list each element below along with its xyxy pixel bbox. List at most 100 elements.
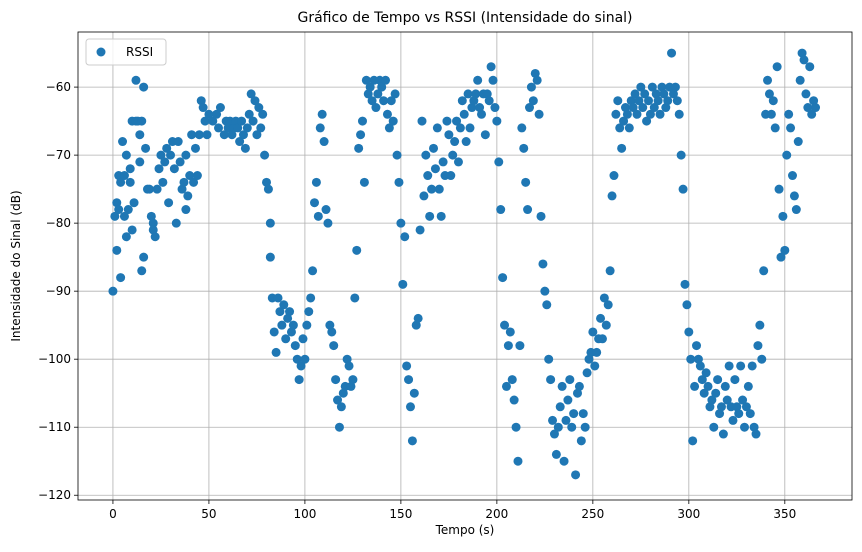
scatter-point: [632, 109, 642, 119]
scatter-point: [599, 293, 609, 303]
y-tick-label: −80: [46, 216, 71, 230]
scatter-point: [492, 116, 502, 126]
scatter-point: [722, 395, 732, 405]
scatter-point: [402, 361, 412, 371]
y-axis-label: Intensidade do Sinal (dB): [9, 190, 23, 341]
scatter-point: [546, 375, 556, 385]
scatter-point: [544, 354, 554, 364]
scatter-point: [260, 150, 270, 160]
scatter-point: [651, 89, 661, 99]
scatter-point: [555, 402, 565, 412]
scatter-point: [475, 103, 485, 113]
scatter-point: [348, 375, 358, 385]
scatter-point: [152, 184, 162, 194]
scatter-point: [509, 395, 519, 405]
scatter-point: [148, 225, 158, 235]
scatter-point: [672, 96, 682, 106]
scatter-point: [605, 266, 615, 276]
scatter-point: [135, 130, 145, 140]
scatter-point: [753, 341, 763, 351]
scatter-point: [553, 422, 563, 432]
scatter-point: [530, 68, 540, 78]
scatter-point: [776, 252, 786, 262]
scatter-point: [690, 381, 700, 391]
scatter-point: [244, 109, 254, 119]
scatter-point: [569, 409, 579, 419]
scatter-point: [112, 198, 122, 208]
scatter-point: [212, 109, 222, 119]
scatter-point: [306, 293, 316, 303]
scatter-point: [803, 103, 813, 113]
scatter-point: [146, 211, 156, 221]
scatter-point: [116, 177, 126, 187]
scatter-point: [156, 150, 166, 160]
scatter-point: [373, 89, 383, 99]
scatter-point: [315, 123, 325, 133]
scatter-point: [417, 116, 427, 126]
scatter-point: [801, 89, 811, 99]
scatter-point: [292, 354, 302, 364]
scatter-point: [283, 313, 293, 323]
scatter-point: [112, 245, 122, 255]
scatter-point: [741, 402, 751, 412]
scatter-point: [624, 123, 634, 133]
scatter-point: [279, 300, 289, 310]
scatter-point: [596, 313, 606, 323]
scatter-point: [588, 327, 598, 337]
scatter-point: [139, 252, 149, 262]
scatter-point: [248, 116, 258, 126]
scatter-point: [534, 109, 544, 119]
y-tick-label: −90: [46, 284, 71, 298]
scatter-point: [496, 205, 506, 215]
scatter-point: [166, 150, 176, 160]
scatter-point: [300, 354, 310, 364]
scatter-point: [121, 150, 131, 160]
scatter-point: [227, 130, 237, 140]
scatter-point: [286, 327, 296, 337]
scatter-point: [325, 320, 335, 330]
scatter-point: [323, 218, 333, 228]
scatter-point: [759, 266, 769, 276]
scatter-point: [772, 62, 782, 72]
scatter-point: [797, 48, 807, 58]
scatter-point: [452, 116, 462, 126]
scatter-point: [734, 409, 744, 419]
scatter-point: [160, 157, 170, 167]
scatter-point: [611, 109, 621, 119]
scatter-point: [655, 109, 665, 119]
scatter-point: [634, 96, 644, 106]
scatter-point: [640, 89, 650, 99]
scatter-point: [584, 354, 594, 364]
scatter-point: [137, 266, 147, 276]
scatter-point: [129, 198, 139, 208]
scatter-point: [427, 184, 437, 194]
scatter-point: [388, 116, 398, 126]
scatter-point: [189, 177, 199, 187]
scatter-point: [357, 116, 367, 126]
scatter-point: [285, 307, 295, 317]
scatter-point: [778, 211, 788, 221]
scatter-point: [766, 109, 776, 119]
scatter-point: [392, 150, 402, 160]
scatter-point: [169, 164, 179, 174]
scatter-point: [262, 177, 272, 187]
scatter-point: [471, 89, 481, 99]
scatter-point: [751, 429, 761, 439]
scatter-point: [175, 157, 185, 167]
scatter-point: [434, 184, 444, 194]
scatter-point: [455, 123, 465, 133]
scatter-point: [644, 96, 654, 106]
scatter-point: [795, 75, 805, 85]
scatter-point: [521, 177, 531, 187]
scatter-point: [749, 422, 759, 432]
scatter-point: [125, 164, 135, 174]
chart-title: Gráfico de Tempo vs RSSI (Intensidade do…: [297, 10, 632, 26]
scatter-point: [183, 191, 193, 201]
scatter-point: [697, 375, 707, 385]
scatter-point: [699, 388, 709, 398]
scatter-point: [164, 198, 174, 208]
scatter-point: [110, 211, 120, 221]
scatter-point: [419, 191, 429, 201]
scatter-point: [242, 123, 252, 133]
